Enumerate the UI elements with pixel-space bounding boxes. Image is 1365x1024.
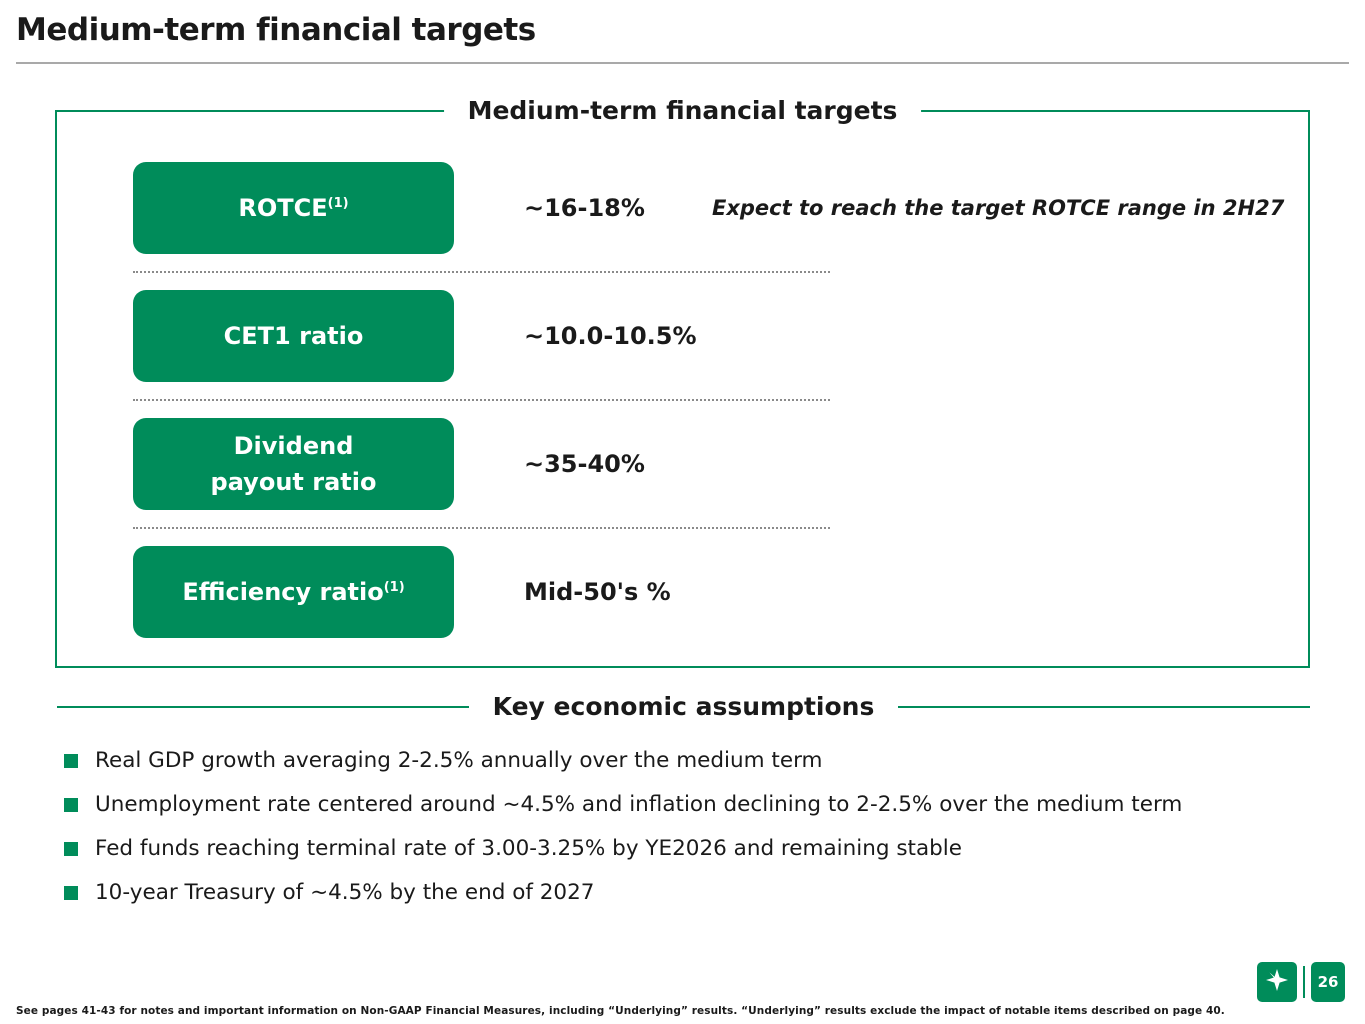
- square-bullet-icon: [64, 886, 78, 900]
- assumption-text: Real GDP growth averaging 2-2.5% annuall…: [95, 748, 823, 773]
- square-bullet-icon: [64, 842, 78, 856]
- dotted-divider: [133, 399, 830, 401]
- title-divider: [16, 62, 1349, 64]
- dividend-pill: Dividend payout ratio: [133, 418, 454, 510]
- target-row-efficiency: Efficiency ratio(1) Mid-50's %: [133, 546, 1308, 638]
- page-badge: 26: [1257, 962, 1345, 1002]
- assumptions-title: Key economic assumptions: [492, 692, 875, 721]
- dotted-divider: [133, 271, 830, 273]
- dotted-divider: [133, 527, 830, 529]
- assumptions-list: Real GDP growth averaging 2-2.5% annuall…: [64, 746, 1325, 922]
- badge-divider: [1303, 966, 1305, 998]
- dividend-pill-label: Dividend payout ratio: [211, 428, 377, 500]
- target-row-cet1: CET1 ratio ~10.0-10.5%: [133, 290, 1308, 382]
- rotce-target-value: ~16-18%: [524, 194, 645, 222]
- rotce-label-text: ROTCE: [238, 194, 328, 222]
- targets-panel: Medium-term financial targets ROTCE(1) ~…: [55, 96, 1310, 668]
- page-number: 26: [1311, 962, 1345, 1002]
- efficiency-label-superscript: (1): [383, 580, 405, 595]
- rotce-pill: ROTCE(1): [133, 162, 454, 254]
- assumptions-rule-right: [898, 705, 1311, 708]
- cet1-pill: CET1 ratio: [133, 290, 454, 382]
- dividend-label-text: Dividend payout ratio: [210, 432, 377, 496]
- rotce-pill-label: ROTCE(1): [238, 190, 348, 226]
- targets-panel-title: Medium-term financial targets: [443, 96, 922, 126]
- rotce-label-superscript: (1): [327, 196, 349, 211]
- rotce-target-note: Expect to reach the target ROTCE range i…: [712, 196, 1285, 220]
- efficiency-label-text: Efficiency ratio: [182, 578, 384, 606]
- list-item: Real GDP growth averaging 2-2.5% annuall…: [64, 746, 1325, 776]
- square-bullet-icon: [64, 798, 78, 812]
- efficiency-pill: Efficiency ratio(1): [133, 546, 454, 638]
- list-item: Fed funds reaching terminal rate of 3.00…: [64, 834, 1325, 864]
- assumption-text: Fed funds reaching terminal rate of 3.00…: [95, 836, 962, 861]
- page-title: Medium-term financial targets: [16, 12, 536, 48]
- footer-note: See pages 41-43 for notes and important …: [16, 1005, 1225, 1017]
- cet1-label-text: CET1 ratio: [223, 322, 364, 350]
- targets-rows: ROTCE(1) ~16-18% Expect to reach the tar…: [57, 112, 1308, 638]
- square-bullet-icon: [64, 754, 78, 768]
- list-item: Unemployment rate centered around ~4.5% …: [64, 790, 1325, 820]
- target-row-rotce: ROTCE(1) ~16-18% Expect to reach the tar…: [133, 162, 1308, 254]
- assumptions-rule-left: [57, 705, 469, 708]
- list-item: 10-year Treasury of ~4.5% by the end of …: [64, 878, 1325, 908]
- assumption-text: 10-year Treasury of ~4.5% by the end of …: [95, 880, 595, 905]
- assumptions-header: Key economic assumptions: [57, 692, 1311, 721]
- efficiency-pill-label: Efficiency ratio(1): [182, 574, 404, 610]
- assumption-text: Unemployment rate centered around ~4.5% …: [95, 792, 1183, 817]
- efficiency-target-value: Mid-50's %: [524, 578, 671, 606]
- cet1-target-value: ~10.0-10.5%: [524, 322, 697, 350]
- dividend-target-value: ~35-40%: [524, 450, 645, 478]
- citizens-logo-icon: [1265, 968, 1289, 996]
- logo-box: [1257, 962, 1297, 1002]
- cet1-pill-label: CET1 ratio: [224, 318, 364, 354]
- target-row-dividend: Dividend payout ratio ~35-40%: [133, 418, 1308, 510]
